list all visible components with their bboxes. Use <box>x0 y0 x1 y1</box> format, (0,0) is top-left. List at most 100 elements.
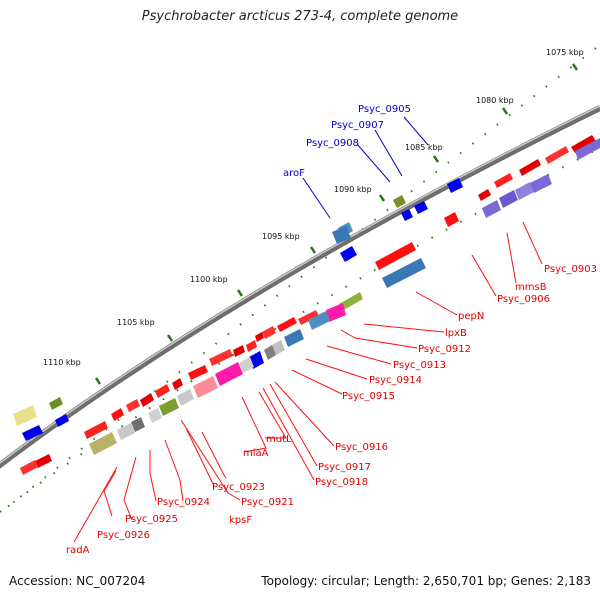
gene-block <box>382 258 426 288</box>
leader-line <box>73 466 118 543</box>
gene-block <box>117 423 135 440</box>
red-gene-labels: Psyc_0903 mmsB Psyc_0906 pepN lpxB Psyc_… <box>66 264 597 556</box>
accession-text: Accession: NC_007204 <box>9 574 146 588</box>
leader-line <box>269 383 318 467</box>
red-leader-lines <box>73 221 543 543</box>
leader-line <box>340 329 418 349</box>
gene-block <box>494 173 513 188</box>
gene-label-mutl: mutL <box>266 434 292 445</box>
gene-label-lpxb: lpxB <box>445 328 467 339</box>
gene-block <box>84 421 108 439</box>
gene-block <box>111 408 124 421</box>
tick-label-1085: 1085 kbp <box>405 143 443 152</box>
kbp-ticks <box>16 63 579 419</box>
gene-block <box>246 340 257 352</box>
tick-label-1105: 1105 kbp <box>117 318 155 327</box>
genome-backbone <box>0 105 600 469</box>
tick-mark <box>501 107 509 115</box>
leader-line <box>305 358 368 380</box>
outer-strand-genes <box>13 135 596 475</box>
gene-block <box>308 311 330 330</box>
gene-label-psyc-0912: Psyc_0912 <box>418 344 471 355</box>
gene-label-psyc-0923: Psyc_0923 <box>212 482 265 493</box>
gene-label-psyc-0917: Psyc_0917 <box>318 462 371 473</box>
gene-block <box>159 398 179 416</box>
tick-mark <box>571 63 579 71</box>
gene-label-psyc-0906: Psyc_0906 <box>497 294 550 305</box>
genome-summary-text: Topology: circular; Length: 2,650,701 bp… <box>261 574 591 588</box>
gene-block <box>571 135 596 153</box>
gene-block <box>131 417 145 432</box>
gene-block <box>209 349 233 366</box>
gene-block <box>55 414 69 427</box>
gene-block <box>172 378 183 390</box>
gene-block <box>155 384 170 398</box>
gene-label-psyc-0926: Psyc_0926 <box>97 530 150 541</box>
gene-block <box>239 357 254 373</box>
leader-line <box>363 323 445 333</box>
gene-block <box>22 425 43 441</box>
gene-block <box>326 303 346 322</box>
tick-label-1090: 1090 kbp <box>334 185 372 194</box>
gene-block <box>126 399 140 412</box>
gene-label-arof: aroF <box>283 168 305 179</box>
gene-label-psyc-0908: Psyc_0908 <box>306 138 359 149</box>
gene-label-kpsf: kpsF <box>229 515 252 526</box>
leader-line <box>274 381 335 447</box>
gene-block <box>339 292 363 311</box>
leader-line <box>415 291 458 316</box>
gene-block <box>478 189 491 201</box>
gene-block <box>233 345 245 357</box>
gene-block <box>272 340 285 355</box>
gene-block <box>140 393 154 407</box>
gene-block <box>35 454 52 468</box>
gene-block <box>499 190 518 208</box>
blue-leader-lines <box>302 116 429 219</box>
tick-mark <box>166 334 174 342</box>
leader-line <box>258 391 287 439</box>
outer-scale-dots <box>0 44 600 515</box>
gene-block <box>177 389 194 406</box>
gene-block <box>262 326 276 339</box>
gene-label-psyc-0914: Psyc_0914 <box>369 375 422 386</box>
gene-label-miaa: miaA <box>243 448 269 459</box>
gene-block <box>277 317 297 332</box>
tick-label-1110: 1110 kbp <box>43 358 81 367</box>
gene-block <box>482 200 501 218</box>
gene-block <box>255 332 264 342</box>
leader-line <box>506 232 517 284</box>
gene-block <box>264 345 276 360</box>
leader-line <box>241 396 267 453</box>
tick-mark <box>309 246 317 254</box>
gene-block <box>401 209 413 221</box>
leader-line <box>522 221 543 265</box>
gene-label-pepn: pepN <box>458 311 484 322</box>
tick-label-1075: 1075 kbp <box>546 48 584 57</box>
tick-mark <box>94 377 102 385</box>
inner-strand-genes <box>89 138 600 455</box>
leader-line <box>185 427 215 487</box>
gene-label-psyc-0918: Psyc_0918 <box>315 477 368 488</box>
gene-block <box>188 365 208 380</box>
gene-block <box>193 376 218 398</box>
gene-block <box>447 178 463 193</box>
gene-block <box>530 174 552 193</box>
gene-label-psyc-0915: Psyc_0915 <box>342 391 395 402</box>
leader-line <box>164 439 184 502</box>
leader-line <box>180 419 241 501</box>
tick-label-1095: 1095 kbp <box>262 232 300 241</box>
leader-line <box>291 369 343 395</box>
gene-label-mmsb: mmsB <box>515 282 547 293</box>
gene-label-psyc-0924: Psyc_0924 <box>157 497 210 508</box>
gene-label-psyc-0907: Psyc_0907 <box>331 120 384 131</box>
gene-block <box>89 432 117 455</box>
gene-label-psyc-0925: Psyc_0925 <box>125 514 178 525</box>
tick-label-1080: 1080 kbp <box>476 96 514 105</box>
gene-block <box>375 242 416 270</box>
gene-block <box>515 182 534 200</box>
gene-label-psyc-0903: Psyc_0903 <box>544 264 597 275</box>
tick-mark <box>236 289 244 297</box>
gene-block <box>20 460 38 475</box>
leader-line <box>403 116 429 146</box>
